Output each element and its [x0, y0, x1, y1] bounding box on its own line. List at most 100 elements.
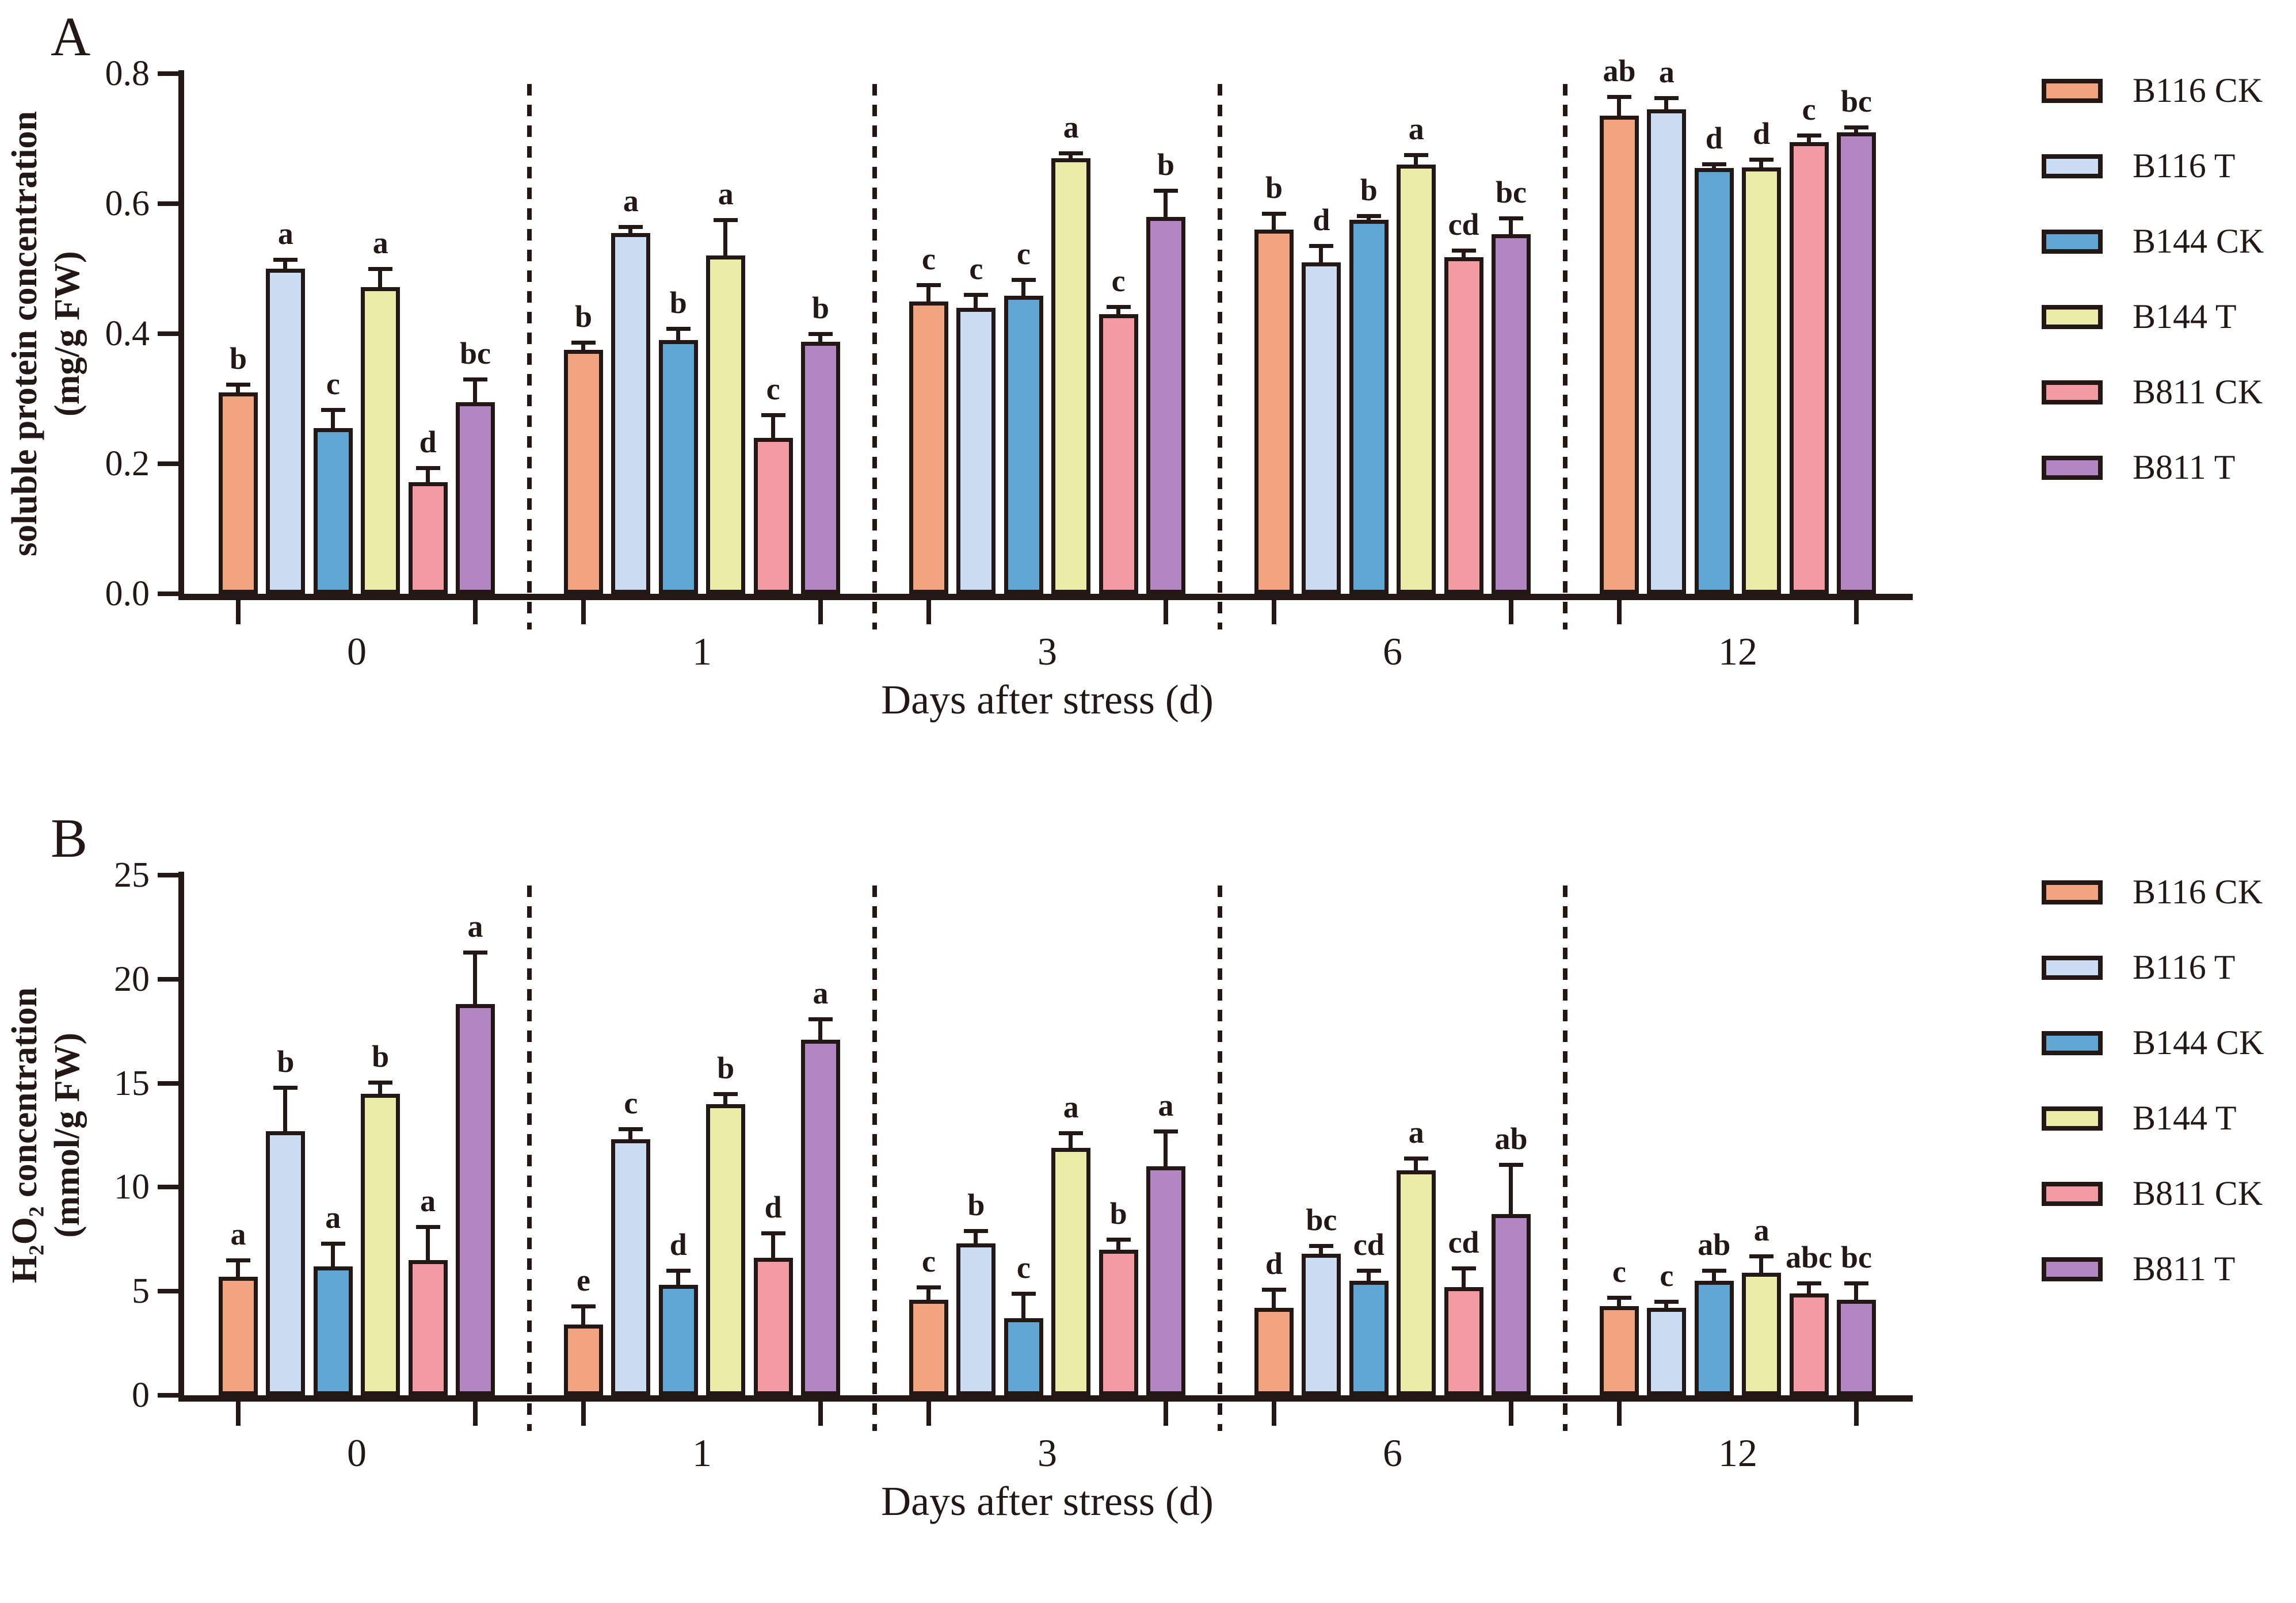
bar-group-slot: c: [1647, 875, 1687, 1395]
panel-a: A soluble protein concentration (mg/g FW…: [5, 8, 2295, 723]
legend-swatch: [2042, 154, 2103, 178]
bar-group-slot: b: [1099, 875, 1138, 1395]
legend-item: B144 CK: [2042, 1005, 2295, 1081]
x-tick: [1617, 1402, 1622, 1426]
category-group: 6 b d b a cd bc: [1254, 74, 1531, 673]
error-bar-stem: [1164, 1131, 1168, 1168]
bar-group-slot: c: [1789, 74, 1829, 594]
bar-group-slot: b: [1146, 74, 1185, 624]
legend-swatch: [2042, 1106, 2103, 1131]
error-bar-stem: [283, 1087, 288, 1132]
bar-group-slot: b: [801, 74, 840, 624]
bar-group-slot: c: [1600, 875, 1639, 1426]
legend-label: B116 T: [2133, 948, 2236, 986]
y-tick-label: 0.2: [105, 444, 150, 483]
category-group: 1 b a b a c b: [564, 74, 840, 673]
significance-letter: bc: [1841, 83, 1872, 119]
bar-b116-t: [266, 1131, 306, 1395]
significance-letter: a: [325, 1200, 341, 1235]
bar-b811-ck: [408, 482, 448, 594]
significance-letter: c: [1016, 236, 1031, 272]
significance-letter: b: [669, 285, 687, 320]
bar-group-slot: b: [564, 74, 603, 624]
bar-group-slot: b: [219, 74, 258, 624]
significance-letter: a: [1408, 1115, 1424, 1150]
error-bar-cap: [1797, 1281, 1821, 1285]
significance-letter: a: [1408, 112, 1424, 147]
panel-b-y-axis-label: H₂O₂ concentration (mmol/g FW): [3, 987, 89, 1283]
bar-group-slot: d: [1254, 875, 1294, 1426]
error-bar-cap: [1309, 244, 1334, 249]
significance-letter: d: [1313, 203, 1330, 238]
bar-b811-t: [1837, 132, 1876, 594]
bar-group-slot: cd: [1444, 875, 1483, 1395]
legend-swatch: [2042, 380, 2103, 404]
bar-group-slot: a: [313, 875, 353, 1395]
error-bar-stem: [425, 1227, 430, 1261]
group-separator: [872, 84, 877, 629]
bar-b811-t: [1146, 216, 1185, 594]
x-tick: [236, 600, 241, 624]
category-group: 1 e c d b d a: [564, 875, 840, 1475]
error-bar-stem: [676, 1270, 680, 1287]
bar-b811-t: [1492, 1214, 1531, 1395]
error-bar-cap: [1654, 1300, 1679, 1304]
error-bar-cap: [1654, 96, 1679, 100]
bar-group-slot: bc: [1492, 74, 1531, 624]
error-bar-stem: [1116, 306, 1120, 316]
significance-letter: c: [624, 1086, 638, 1121]
error-bar-stem: [1164, 190, 1168, 218]
legend-item: B811 CK: [2042, 354, 2295, 430]
error-bar-cap: [714, 1091, 738, 1096]
error-bar-stem: [1664, 1302, 1669, 1310]
bar-b116-t: [611, 1139, 651, 1395]
bar-group-slot: a: [266, 74, 306, 594]
significance-letter: d: [669, 1227, 687, 1262]
x-category-label: 6: [1383, 629, 1402, 673]
legend-label: B811 CK: [2133, 373, 2263, 411]
legend-label: B144 CK: [2133, 1024, 2264, 1062]
bar-group-slot: cd: [1444, 74, 1483, 594]
x-category-label: 3: [1038, 1431, 1057, 1475]
bar-b144-t: [1051, 158, 1091, 594]
significance-letter: cd: [1448, 207, 1479, 242]
error-bar-stem: [818, 334, 822, 343]
y-tick: [158, 1393, 178, 1398]
error-bar-stem: [581, 1306, 585, 1326]
error-bar-cap: [1059, 151, 1084, 155]
panel-b-letter: B: [51, 807, 88, 869]
error-bar-cap: [1011, 1291, 1036, 1296]
bar-group-slot: a: [361, 74, 401, 594]
y-tick: [158, 331, 178, 336]
error-bar-cap: [571, 340, 596, 345]
legend-label: B811 CK: [2133, 1174, 2263, 1212]
bar-group-slot: a: [219, 875, 258, 1426]
error-bar-cap: [368, 1080, 393, 1085]
error-bar-cap: [415, 1225, 440, 1230]
significance-letter: ab: [1494, 1121, 1528, 1156]
bar-b811-t: [801, 341, 840, 594]
legend-swatch: [2042, 229, 2103, 254]
x-tick: [926, 1402, 931, 1426]
significance-letter: a: [467, 909, 483, 944]
y-tick: [158, 1081, 178, 1086]
significance-letter: a: [420, 1184, 436, 1219]
bar-group-slot: a: [1051, 875, 1091, 1395]
legend-item: B116 CK: [2042, 53, 2295, 128]
error-bar-stem: [771, 1232, 775, 1260]
error-bar-stem: [1319, 1245, 1324, 1255]
significance-letter: a: [813, 975, 829, 1010]
error-bar-stem: [628, 226, 633, 234]
panel-b-legend: B116 CK B116 T B144 CK B144 T B811 CK B811 T: [2042, 854, 2295, 1307]
bar-b116-t: [956, 1243, 996, 1395]
bar-b116-ck: [1600, 116, 1639, 594]
error-bar-stem: [1617, 96, 1621, 117]
x-category-label: 12: [1718, 629, 1757, 673]
bar-b116-t: [1302, 262, 1341, 594]
significance-letter: a: [277, 216, 293, 251]
bar-b144-t: [361, 287, 401, 594]
legend-swatch: [2042, 304, 2103, 329]
bar-group-slot: d: [658, 875, 698, 1395]
error-bar-cap: [1607, 1296, 1631, 1300]
bar-group-slot: b: [956, 875, 996, 1395]
